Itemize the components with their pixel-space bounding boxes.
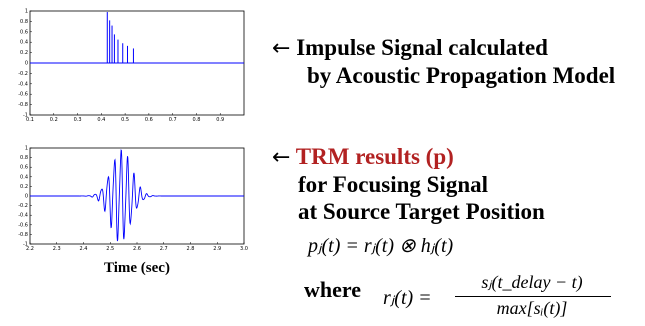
y-tick-label: -0.2 [18, 71, 28, 77]
trm-caption-line3: at Source Target Position [298, 199, 545, 224]
y-tick-label: -0.6 [18, 222, 28, 228]
y-tick-label: -0.4 [18, 213, 28, 219]
trm-caption-title: TRM results (p) [295, 144, 454, 169]
trm-caption-line2: for Focusing Signal [298, 172, 488, 197]
trm-result-chart: 1 0.8 0.6 0.4 0.2 0 -0.2 -0.4 -0.6 -0.8 -12.2 2.3 2.… [18, 146, 248, 253]
x-tick-label: 2.4 [80, 246, 88, 252]
x-tick-label: 2.9 [213, 246, 221, 252]
y-tick-label: 0.4 [20, 174, 28, 180]
x-tick-label: 0.2 [50, 117, 58, 123]
y-tick-label: -0.2 [18, 203, 28, 209]
trm-waveform-line [30, 149, 244, 242]
x-tick-label: 0.6 [145, 117, 153, 123]
x-tick-label: 3.0 [240, 246, 248, 252]
y-tick-label: 0.4 [20, 40, 28, 46]
y-tick-label: -0.4 [18, 81, 28, 87]
y-tick-label: 0.6 [20, 29, 28, 35]
y-tick-label: 0.2 [20, 50, 28, 56]
fraction-numerator: sⱼ(t_delay − t) [481, 272, 583, 292]
impulse-signal-chart: 1 0.8 0.6 0.4 0.2 0 -0.2 -0.4 -0.6 -0.8 -10.1 0.2 0.… [18, 9, 245, 123]
y-tick-label: 0.6 [20, 165, 28, 171]
x-tick-label: 0.9 [216, 117, 224, 123]
x-tick-label: 0.1 [26, 117, 34, 123]
where-label: where [304, 277, 362, 302]
left-arrow-icon: ← [272, 145, 291, 170]
x-tick-label: 2.7 [160, 246, 168, 252]
x-tick-label: 0.4 [97, 117, 105, 123]
y-tick-label: 1 [25, 9, 28, 15]
fraction-bar [455, 296, 611, 297]
x-tick-label: 0.8 [192, 117, 200, 123]
x-tick-label: 2.8 [187, 246, 195, 252]
y-tick-label: -0.6 [18, 92, 28, 98]
trm-result-plot: 1 0.8 0.6 0.4 0.2 0 -0.2 -0.4 -0.6 -0.8 -1 2.2 2.3 2.… [4, 143, 248, 253]
impulse-signal-plot: 1 0.8 0.6 0.4 0.2 0 -0.2 -0.4 -0.6 -0.8 -1 0.1 0.2 0.… [4, 5, 248, 125]
impulse-caption: ← Impulse Signal calculated by Acoustic … [272, 34, 615, 89]
y-tick-label: -0.8 [18, 102, 28, 108]
x-tick-label: 0.3 [74, 117, 82, 123]
x-tick-label: 2.2 [26, 246, 34, 252]
convolution-equation: pⱼ(t) = rⱼ(t) ⊗ hⱼ(t) [308, 235, 454, 257]
y-tick-label: 0.8 [20, 19, 28, 25]
y-tick-label: -0.8 [18, 232, 28, 238]
y-tick-label: -1 [23, 113, 28, 119]
impulse-caption-line1: Impulse Signal calculated [296, 35, 548, 60]
trm-caption: ← TRM results (p) for Focusing Signal at… [272, 143, 545, 225]
y-tick-label: -1 [23, 242, 28, 248]
x-tick-label: 0.7 [169, 117, 177, 123]
r-definition-lhs: rⱼ(t) = [383, 287, 432, 309]
left-arrow-icon: ← [272, 36, 291, 61]
y-tick-label: 1 [25, 146, 28, 152]
x-tick-label: 2.3 [53, 246, 61, 252]
y-tick-label: 0.8 [20, 155, 28, 161]
fraction-denominator: max[sᵢ(t)] [496, 298, 568, 318]
x-tick-label: 0.5 [121, 117, 129, 123]
y-tick-label: 0.2 [20, 184, 28, 190]
x-tick-label: 2.6 [133, 246, 141, 252]
x-tick-label: 2.5 [106, 246, 114, 252]
y-tick-label: 0 [25, 194, 28, 200]
x-axis-label: Time (sec) [104, 260, 170, 276]
impulse-caption-line2: by Acoustic Propagation Model [307, 63, 616, 88]
y-tick-label: 0 [25, 61, 28, 67]
